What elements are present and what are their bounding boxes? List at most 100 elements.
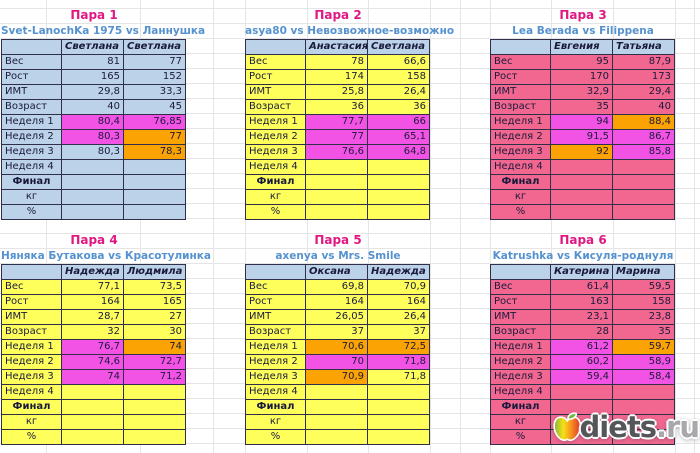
value-cell: 174 [305, 69, 368, 85]
column-header: Марина [612, 264, 675, 280]
table-row: Неделя 1 94 88,4 [490, 114, 675, 130]
table-row: Финал [1, 399, 186, 415]
table-row: % [245, 429, 430, 445]
row-label: Неделя 3 [490, 369, 551, 385]
table-row: Неделя 1 61,2 59,7 [490, 339, 675, 355]
value-cell [367, 429, 430, 445]
row-label: Неделя 1 [245, 114, 306, 130]
value-cell: 29,8 [61, 84, 124, 100]
value-cell: 59,4 [550, 369, 613, 385]
value-cell [612, 204, 675, 220]
value-cell: 158 [367, 69, 430, 85]
row-label: Возраст [490, 99, 551, 115]
value-cell [61, 174, 124, 190]
table-row: Неделя 3 80,3 78,3 [1, 144, 186, 160]
row-label: Возраст [1, 99, 62, 115]
table-row: ИМТ 29,8 33,3 [1, 84, 186, 100]
value-cell: 64,8 [367, 144, 430, 160]
row-label: Вес [490, 54, 551, 70]
value-cell: 164 [305, 294, 368, 310]
value-cell: 36 [305, 99, 368, 115]
value-cell: 163 [550, 294, 613, 310]
value-cell: 58,9 [612, 354, 675, 370]
value-cell: 164 [61, 294, 124, 310]
corner-header-cell [490, 264, 551, 280]
table-row: кг [1, 189, 186, 205]
value-cell [367, 159, 430, 175]
row-label: Неделя 4 [245, 159, 306, 175]
value-cell: 80,3 [61, 144, 124, 160]
logo-brand-text: diets [579, 410, 657, 444]
value-cell: 23,1 [550, 309, 613, 325]
value-cell: 158 [612, 294, 675, 310]
value-cell [612, 174, 675, 190]
row-label: Неделя 2 [1, 129, 62, 145]
row-label: Рост [245, 294, 306, 310]
column-header: Светлана [61, 39, 124, 55]
value-cell: 78,3 [123, 144, 186, 160]
value-cell: 37 [305, 324, 368, 340]
value-cell: 72,7 [123, 354, 186, 370]
table-row: % [1, 204, 186, 220]
value-cell: 32 [61, 324, 124, 340]
value-cell [367, 399, 430, 415]
pair-subtitle: Няняка Бутакова vs Красотулинка [1, 250, 211, 262]
value-cell: 66 [367, 114, 430, 130]
table-row: Вес 78 66,6 [245, 54, 430, 70]
pair-table: Катерина Марина Вес 61,4 59,5 Рост 163 158 ИМТ 23… [490, 264, 675, 445]
row-label: Неделя 3 [245, 144, 306, 160]
value-cell: 95 [550, 54, 613, 70]
value-cell [550, 174, 613, 190]
table-row: Неделя 4 [245, 384, 430, 400]
column-header: Катерина [550, 264, 613, 280]
row-label: Возраст [490, 324, 551, 340]
value-cell: 71,8 [367, 354, 430, 370]
value-cell: 23,8 [612, 309, 675, 325]
diets-ru-logo[interactable]: diets.ru [551, 402, 700, 452]
value-cell [305, 174, 368, 190]
value-cell: 77,1 [61, 279, 124, 295]
row-label: Неделя 3 [490, 144, 551, 160]
value-cell: 87,9 [612, 54, 675, 70]
row-label: % [1, 204, 62, 220]
value-cell [123, 204, 186, 220]
row-label: Вес [245, 279, 306, 295]
row-label: Неделя 1 [1, 114, 62, 130]
value-cell: 88,4 [612, 114, 675, 130]
value-cell: 59,5 [612, 279, 675, 295]
row-label: Неделя 1 [1, 339, 62, 355]
row-label: Неделя 3 [245, 369, 306, 385]
row-label: % [1, 429, 62, 445]
table-row: Вес 61,4 59,5 [490, 279, 675, 295]
table-row: кг [245, 414, 430, 430]
row-label: Возраст [245, 99, 306, 115]
row-label: % [490, 429, 551, 445]
table-row: Неделя 1 80,4 76,85 [1, 114, 186, 130]
pair-title: Пара 4 [70, 233, 118, 247]
row-label: Рост [490, 294, 551, 310]
pair-subtitle: Lea Berada vs Filippena [512, 25, 654, 37]
row-label: Финал [245, 399, 306, 415]
row-label: Вес [1, 54, 62, 70]
value-cell: 165 [123, 294, 186, 310]
row-label: Рост [245, 69, 306, 85]
row-label: Неделя 1 [490, 114, 551, 130]
table-row: ИМТ 28,7 27 [1, 309, 186, 325]
row-label: Неделя 4 [245, 384, 306, 400]
pair-table: Надежда Людмила Вес 77,1 73,5 Рост 164 165 ИМТ 28… [1, 264, 186, 445]
table-row: Вес 77,1 73,5 [1, 279, 186, 295]
pair-title: Пара 1 [70, 8, 118, 22]
value-cell: 92 [550, 144, 613, 160]
value-cell: 85,8 [612, 144, 675, 160]
table-row: Неделя 3 59,4 58,4 [490, 369, 675, 385]
value-cell [61, 159, 124, 175]
table-row: Рост 174 158 [245, 69, 430, 85]
table-row: % [1, 429, 186, 445]
row-label: Неделя 2 [490, 129, 551, 145]
pair-subtitle: asya80 vs Невозвожное-возможно [245, 25, 455, 37]
row-label: Неделя 1 [490, 339, 551, 355]
table-row: Вес 69,8 70,9 [245, 279, 430, 295]
value-cell [305, 204, 368, 220]
table-row: Неделя 4 [1, 159, 186, 175]
table-row: Финал [245, 174, 430, 190]
